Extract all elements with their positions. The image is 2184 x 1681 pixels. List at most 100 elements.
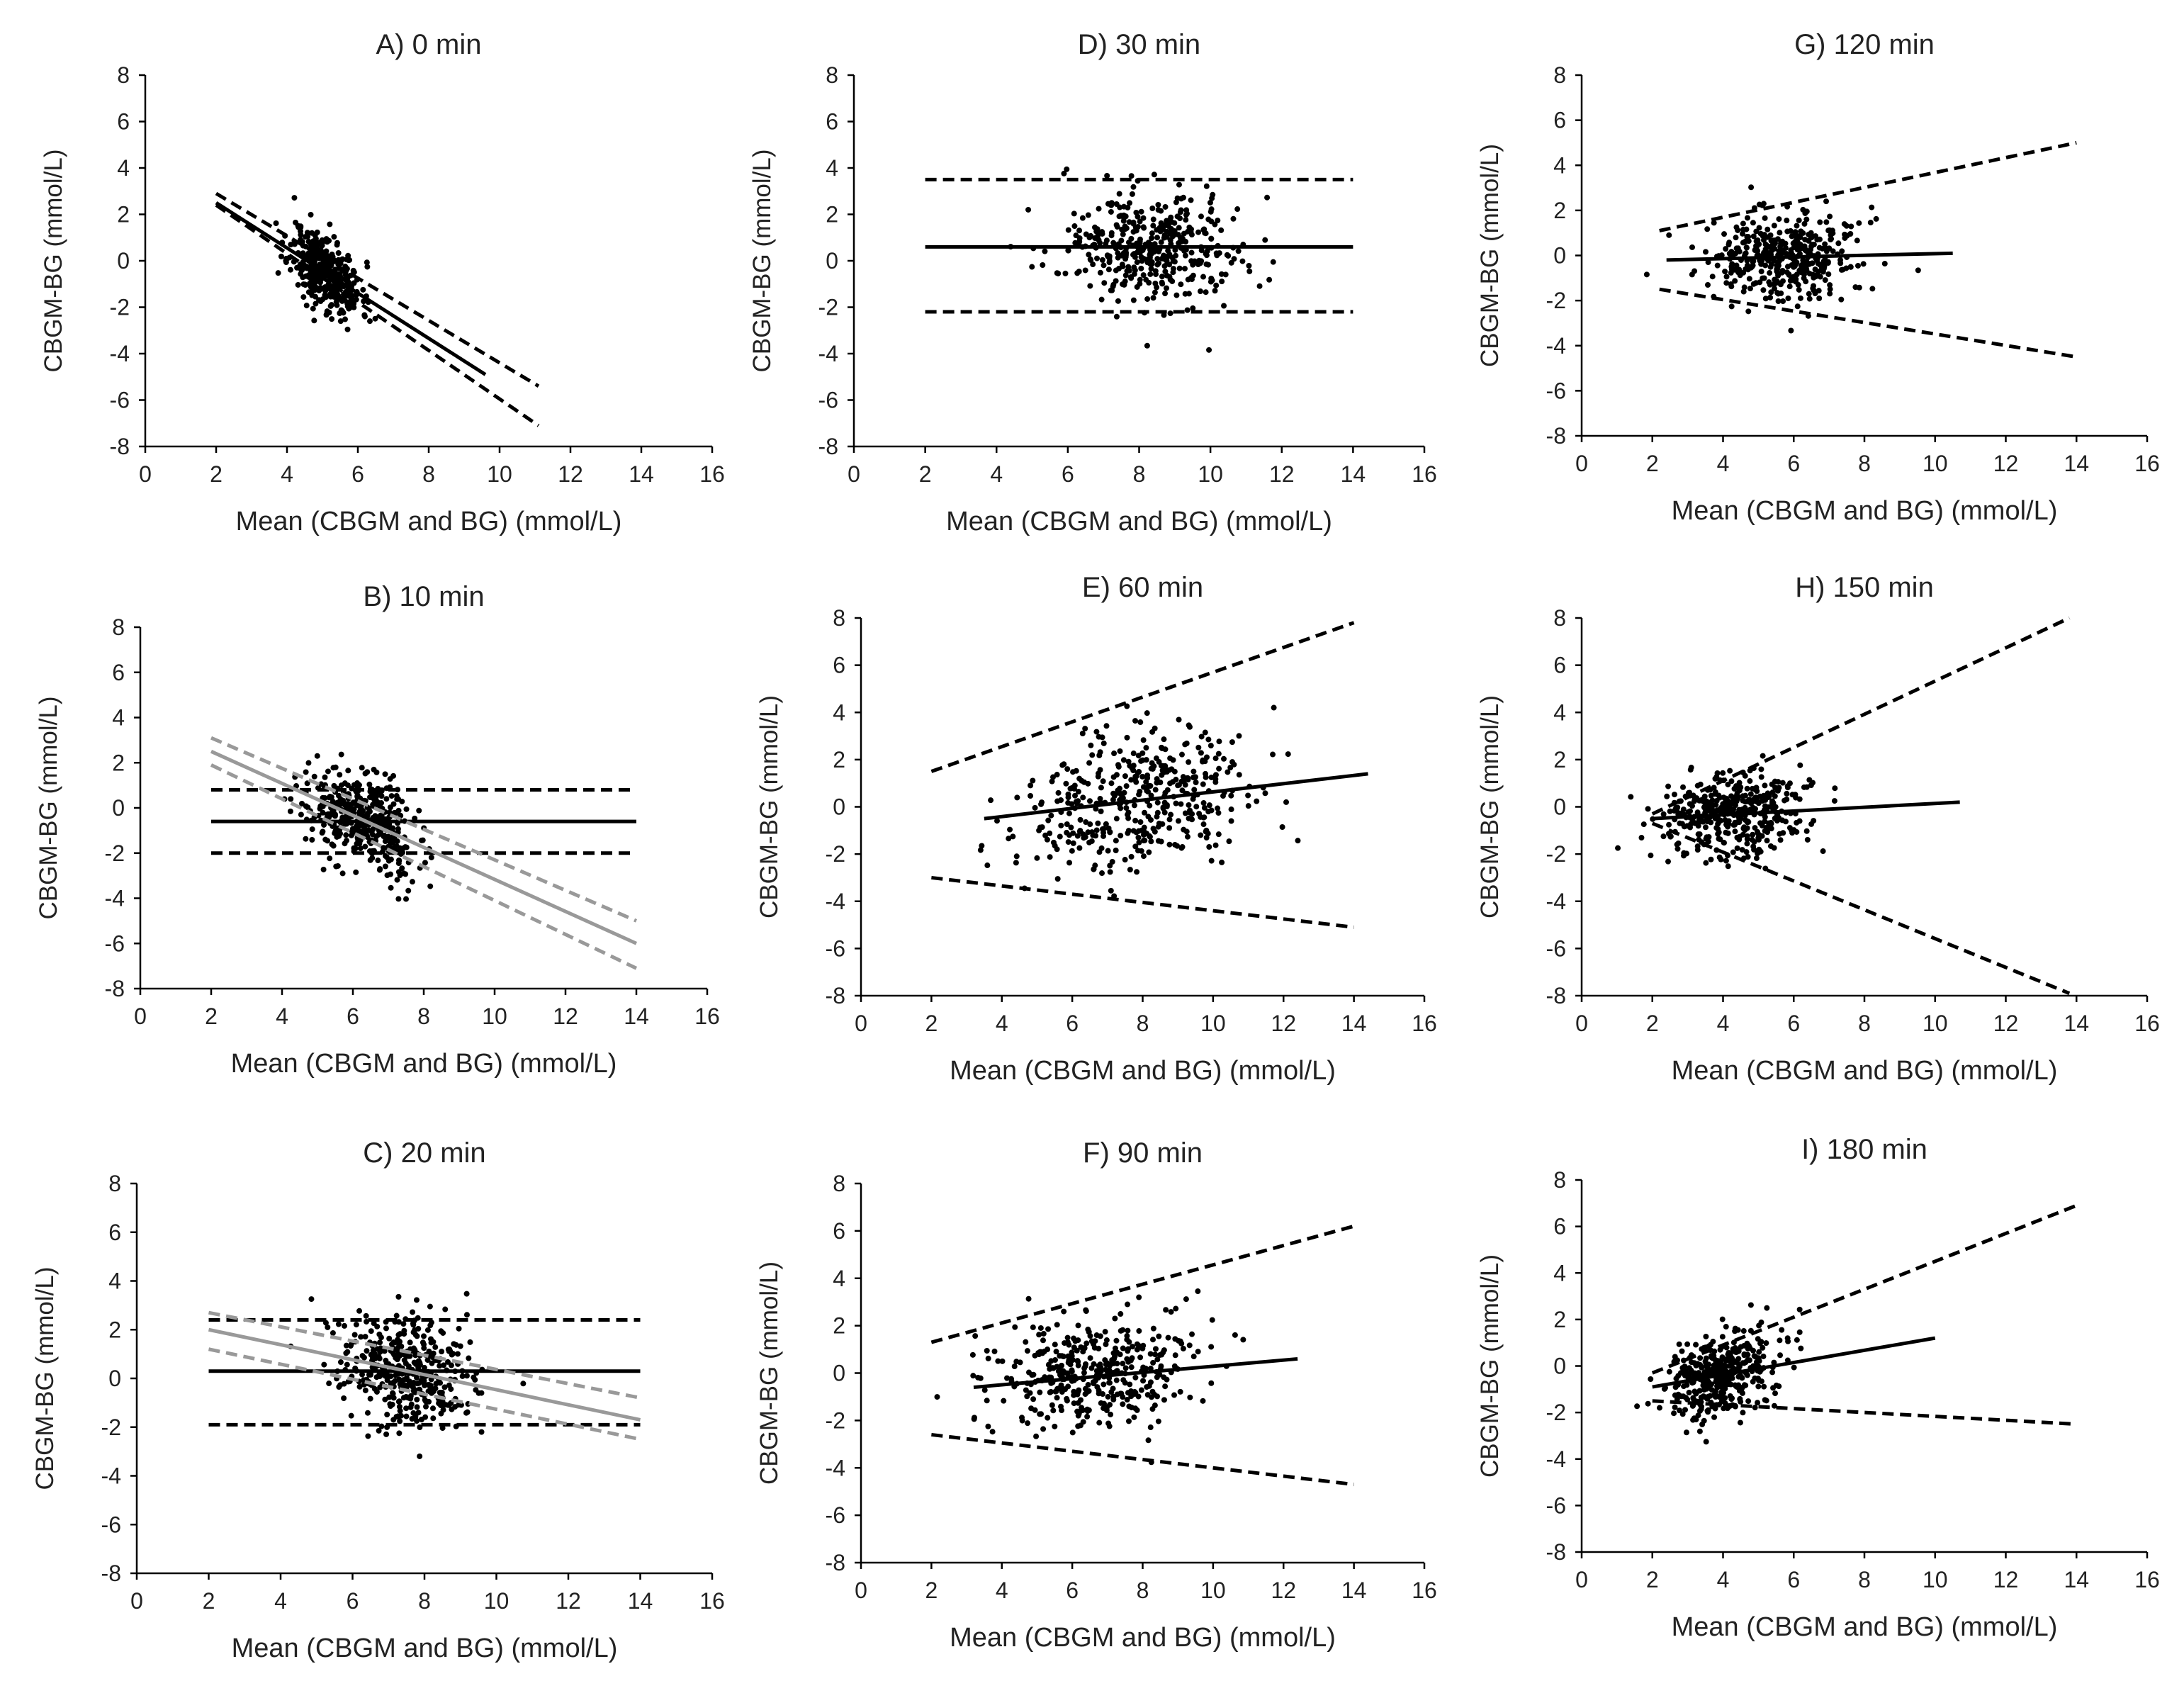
y-tick-label: -4 xyxy=(101,1463,121,1489)
data-point xyxy=(1045,817,1052,823)
data-point xyxy=(1683,1429,1689,1436)
data-point xyxy=(273,220,279,227)
data-point xyxy=(1071,1400,1077,1407)
data-point xyxy=(1873,215,1879,222)
data-point xyxy=(1062,270,1069,276)
data-point xyxy=(311,273,317,279)
data-point xyxy=(1110,790,1117,797)
y-axis-label: CBGM-BG (mmol/L) xyxy=(748,150,776,373)
data-point xyxy=(1771,223,1777,229)
data-point xyxy=(1192,774,1198,780)
x-tick-label: 8 xyxy=(418,1588,431,1614)
data-point xyxy=(1795,233,1801,240)
data-point xyxy=(1040,1337,1046,1344)
x-tick-label: 6 xyxy=(1066,1011,1079,1036)
data-point xyxy=(1113,838,1119,844)
data-point xyxy=(1131,1414,1137,1420)
y-tick-label: 6 xyxy=(833,1218,845,1244)
data-point xyxy=(1856,220,1862,226)
data-point xyxy=(1796,1306,1803,1312)
data-point xyxy=(1723,1344,1730,1351)
data-point xyxy=(1680,784,1687,790)
y-tick-label: -6 xyxy=(818,388,838,413)
y-tick-label: 8 xyxy=(1553,605,1566,631)
data-point xyxy=(1129,1344,1135,1350)
data-point xyxy=(1752,794,1759,801)
data-point xyxy=(1182,252,1188,259)
data-point xyxy=(1781,241,1787,247)
x-tick-label: 10 xyxy=(1198,461,1223,487)
data-point xyxy=(1120,1361,1126,1367)
data-point xyxy=(330,1329,336,1336)
data-point xyxy=(1069,848,1075,854)
panel-title: A) 0 min xyxy=(376,29,482,60)
data-point xyxy=(1735,1348,1741,1354)
data-point xyxy=(1173,292,1180,298)
data-point xyxy=(1092,1378,1098,1384)
data-point xyxy=(1150,1325,1156,1332)
data-point xyxy=(1794,828,1800,835)
data-point xyxy=(1198,733,1205,740)
data-point xyxy=(1769,1369,1776,1376)
data-point xyxy=(1881,261,1888,267)
data-point xyxy=(1679,1348,1685,1354)
x-tick-label: 12 xyxy=(1993,1567,2019,1592)
data-point xyxy=(1200,274,1206,280)
data-point xyxy=(1854,262,1861,269)
data-point xyxy=(1014,794,1020,801)
data-point xyxy=(1222,271,1229,278)
data-point xyxy=(303,803,309,809)
data-point xyxy=(1797,762,1803,768)
data-point xyxy=(1212,755,1219,762)
data-point xyxy=(999,1358,1006,1364)
data-point xyxy=(1110,240,1117,246)
x-tick-label: 14 xyxy=(1341,1578,1367,1603)
x-tick-label: 14 xyxy=(1341,461,1366,487)
data-point xyxy=(417,1453,423,1459)
data-point xyxy=(326,237,332,244)
regression-lower-line xyxy=(208,1347,641,1441)
data-point xyxy=(377,866,383,872)
data-point xyxy=(1777,230,1783,236)
data-point xyxy=(409,879,415,885)
data-point xyxy=(1703,1439,1709,1445)
data-point xyxy=(1062,1340,1068,1347)
x-tick-label: 0 xyxy=(130,1588,143,1614)
data-point xyxy=(1170,266,1176,272)
data-point xyxy=(1687,1370,1694,1376)
x-tick-label: 16 xyxy=(694,1003,720,1029)
data-point xyxy=(1048,1358,1054,1364)
data-point xyxy=(386,1335,393,1342)
x-tick-label: 4 xyxy=(1717,1011,1730,1036)
data-point xyxy=(377,1384,383,1390)
data-point xyxy=(1103,1361,1109,1368)
data-point xyxy=(313,300,319,307)
x-tick-label: 2 xyxy=(210,461,223,487)
data-point xyxy=(1808,821,1815,827)
data-point xyxy=(1149,1388,1156,1395)
data-point xyxy=(1107,829,1113,836)
data-point xyxy=(1740,831,1746,838)
data-point xyxy=(1709,804,1715,811)
data-point xyxy=(1744,819,1750,826)
data-point xyxy=(1050,839,1057,845)
data-point xyxy=(1816,296,1823,302)
x-tick-label: 12 xyxy=(1271,1578,1296,1603)
data-point xyxy=(1076,845,1083,851)
data-point xyxy=(1130,297,1137,303)
data-point xyxy=(1114,1391,1120,1398)
y-tick-label: -4 xyxy=(110,341,130,366)
y-tick-label: -4 xyxy=(826,889,845,914)
data-point xyxy=(1034,855,1040,861)
bias-line xyxy=(215,201,487,376)
data-point xyxy=(1162,291,1169,297)
data-point xyxy=(1762,241,1769,247)
x-tick-label: 4 xyxy=(276,1003,288,1029)
data-point xyxy=(1076,828,1083,835)
data-point xyxy=(1692,797,1698,803)
data-point xyxy=(1076,227,1083,234)
data-point xyxy=(1013,860,1019,866)
data-point xyxy=(1074,1391,1081,1398)
data-point xyxy=(1698,1406,1704,1412)
data-point xyxy=(1817,219,1823,225)
